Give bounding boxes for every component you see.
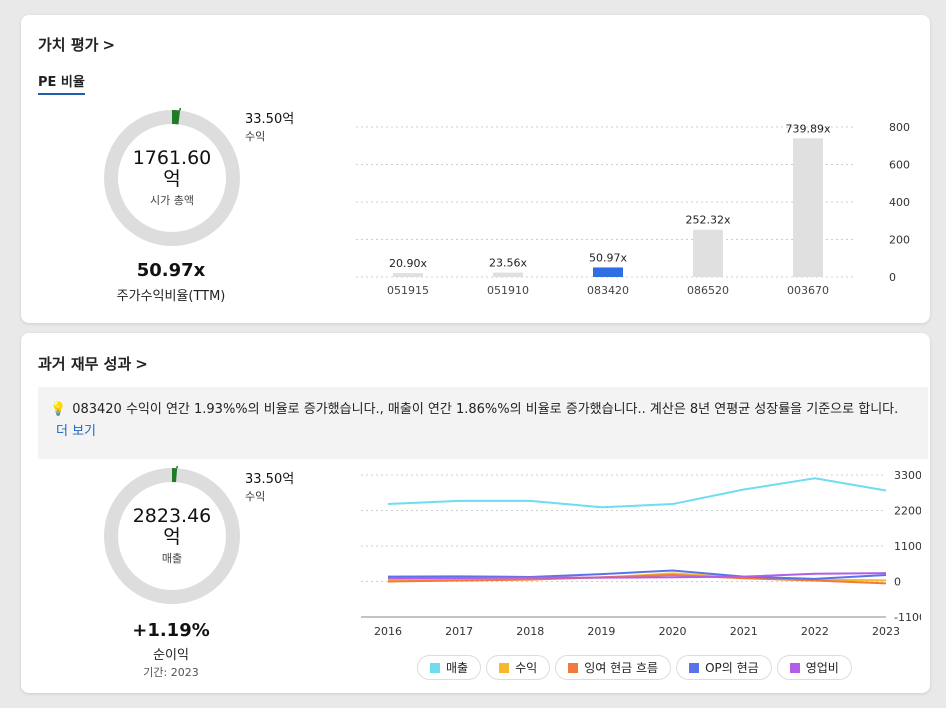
insight-box: 💡 083420 수익이 연간 1.93%%의 비율로 증가했습니다., 매출이 … bbox=[38, 387, 928, 459]
earnings-value: 33.50억 bbox=[245, 112, 295, 127]
revenue-unit: 억 bbox=[163, 526, 181, 548]
x-tick-label: 2021 bbox=[730, 625, 758, 638]
valuation-title-text: 가치 평가 bbox=[38, 36, 99, 54]
financials-title-text: 과거 재무 성과 bbox=[38, 355, 132, 373]
x-tick-label: 083420 bbox=[587, 284, 629, 297]
y-tick-label: 800.00 bbox=[889, 121, 911, 134]
series-line[interactable] bbox=[387, 572, 887, 580]
y-tick-label: 400.00 bbox=[889, 196, 911, 209]
bar-value-label: 23.56x bbox=[489, 257, 527, 270]
legend-label: OP의 현금 bbox=[705, 661, 759, 675]
pe-bar-chart: 0 200.00 400.00 600.00 800.00 20.90x 051915 23.… bbox=[356, 121, 911, 297]
legend-swatch bbox=[789, 662, 800, 673]
chevron-right-icon: > bbox=[102, 36, 116, 54]
earnings-value: 33.50억 bbox=[245, 472, 295, 487]
financials-title[interactable]: 과거 재무 성과 > bbox=[38, 353, 148, 374]
bar-value-label: 252.32x bbox=[686, 214, 731, 227]
x-tick-label: 2023 bbox=[872, 625, 900, 638]
bar[interactable] bbox=[793, 138, 823, 277]
series-line[interactable] bbox=[387, 477, 887, 509]
market-cap-donut: 1761.60 억 시가 총액 bbox=[102, 101, 242, 248]
x-tick-label: 2018 bbox=[516, 625, 544, 638]
net-income-growth: +1.19% bbox=[132, 620, 210, 641]
pe-ratio-value: 50.97x bbox=[136, 260, 206, 281]
legend-item[interactable]: OP의 현금 bbox=[676, 655, 772, 680]
pe-ratio-label: 주가수익비율(TTM) bbox=[116, 289, 226, 304]
x-tick-label: 051915 bbox=[387, 284, 429, 297]
earnings-label: 수익 bbox=[245, 130, 266, 143]
bar[interactable] bbox=[593, 267, 623, 277]
market-cap-value: 1761.60 bbox=[132, 147, 212, 169]
x-tick-label: 2020 bbox=[659, 625, 687, 638]
bar[interactable] bbox=[693, 229, 723, 277]
bar[interactable] bbox=[393, 273, 423, 277]
legend-swatch bbox=[689, 662, 700, 673]
lightbulb-icon: 💡 bbox=[50, 402, 67, 417]
chevron-right-icon: > bbox=[135, 355, 148, 373]
revenue-value: 2823.46 bbox=[132, 505, 212, 527]
donut-share-arc bbox=[104, 468, 240, 604]
revenue-donut: 2823.46 억 매출 bbox=[102, 459, 242, 606]
legend-item[interactable]: 잉여 현금 흐름 bbox=[555, 655, 672, 680]
y-tick-label: 1100억 bbox=[894, 540, 921, 553]
legend-item[interactable]: 영업비 bbox=[776, 655, 852, 680]
read-more-link[interactable]: 더 보기 bbox=[56, 424, 97, 439]
series-line[interactable] bbox=[387, 574, 887, 585]
insight-text: 083420 수익이 연간 1.93%%의 비율로 증가했습니다., 매출이 연… bbox=[72, 402, 899, 417]
period-note: 기간: 2023 bbox=[143, 666, 199, 679]
chart-legend: 매출 수익 잉여 현금 흐름 OP의 현금 영업비 bbox=[417, 655, 852, 680]
tab-pe-ratio[interactable]: PE 비율 bbox=[38, 71, 85, 95]
x-tick-label: 2017 bbox=[445, 625, 473, 638]
x-tick-label: 003670 bbox=[787, 284, 829, 297]
donut-center: 2823.46 억 매출 bbox=[102, 466, 242, 606]
legend-label: 매출 bbox=[446, 661, 469, 675]
y-tick-label: -1100억 bbox=[894, 611, 921, 624]
donut-share-arc bbox=[104, 110, 240, 246]
x-tick-label: 086520 bbox=[687, 284, 729, 297]
x-tick-label: 2016 bbox=[374, 625, 402, 638]
donut-center: 1761.60 억 시가 총액 bbox=[102, 108, 242, 248]
legend-item[interactable]: 매출 bbox=[417, 655, 482, 680]
valuation-title[interactable]: 가치 평가 > bbox=[38, 34, 115, 55]
legend-label: 영업비 bbox=[805, 661, 839, 675]
legend-swatch bbox=[430, 662, 440, 673]
financials-line-chart: -1100억 0 1100억 2200억 3300억 2016 2017 2018 2019 20… bbox=[361, 469, 921, 638]
y-tick-label: 200.00 bbox=[889, 234, 911, 247]
y-tick-label: 0 bbox=[894, 576, 901, 589]
bar-value-label: 20.90x bbox=[389, 257, 427, 270]
series-line[interactable] bbox=[387, 569, 887, 580]
legend-swatch bbox=[568, 662, 579, 673]
x-tick-label: 2022 bbox=[801, 625, 829, 638]
revenue-label: 매출 bbox=[161, 552, 183, 565]
market-cap-unit: 억 bbox=[163, 168, 181, 190]
legend-label: 수익 bbox=[515, 661, 538, 675]
y-tick-label: 600.00 bbox=[889, 159, 911, 172]
legend-swatch bbox=[499, 662, 510, 673]
y-tick-label: 2200억 bbox=[894, 505, 921, 518]
y-tick-label: 3300억 bbox=[894, 469, 921, 482]
market-cap-label: 시가 총액 bbox=[150, 194, 194, 207]
valuation-card: 가치 평가 > PE 비율 1761.60 억 시가 총액 33.50억 수익 5… bbox=[21, 15, 930, 323]
earnings-label: 수익 bbox=[245, 490, 266, 503]
y-tick-label: 0 bbox=[889, 271, 896, 284]
x-tick-label: 051910 bbox=[487, 284, 529, 297]
net-income-label: 순이익 bbox=[153, 648, 189, 663]
legend-item[interactable]: 수익 bbox=[486, 655, 551, 680]
x-tick-label: 2019 bbox=[587, 625, 615, 638]
bar[interactable] bbox=[493, 272, 523, 277]
legend-label: 잉여 현금 흐름 bbox=[584, 661, 659, 675]
financials-card: 과거 재무 성과 > 💡 083420 수익이 연간 1.93%%의 비율로 증가했… bbox=[21, 333, 930, 693]
bar-value-label: 50.97x bbox=[589, 251, 627, 264]
bar-value-label: 739.89x bbox=[786, 122, 831, 135]
